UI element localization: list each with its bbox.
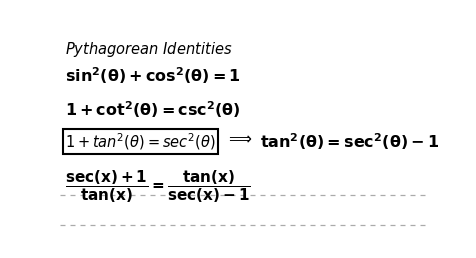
Text: $\it{Pythagorean\ Identities}$: $\it{Pythagorean\ Identities}$ bbox=[65, 40, 232, 59]
Text: $\mathbf{1+cot^{2}(\theta)=csc^{2}(\theta)}$: $\mathbf{1+cot^{2}(\theta)=csc^{2}(\thet… bbox=[65, 100, 240, 120]
Text: $\mathbf{\dfrac{sec(x)+1}{tan(x)}}$$\mathbf{=}$$\mathbf{\dfrac{tan(x)}{sec(x)-1}: $\mathbf{\dfrac{sec(x)+1}{tan(x)}}$$\mat… bbox=[65, 168, 250, 205]
Text: $\mathbf{sin^{2}(\theta)+cos^{2}(\theta)=1}$: $\mathbf{sin^{2}(\theta)+cos^{2}(\theta)… bbox=[65, 66, 240, 86]
Text: $\Longrightarrow$: $\Longrightarrow$ bbox=[225, 131, 252, 146]
Text: $\mathbf{tan^{2}(\theta)=sec^{2}(\theta)-1}$: $\mathbf{tan^{2}(\theta)=sec^{2}(\theta)… bbox=[259, 131, 438, 152]
Text: $1 + tan^{2}(\theta) = sec^{2}(\theta)$: $1 + tan^{2}(\theta) = sec^{2}(\theta)$ bbox=[65, 131, 215, 152]
Bar bbox=[62, 129, 218, 154]
